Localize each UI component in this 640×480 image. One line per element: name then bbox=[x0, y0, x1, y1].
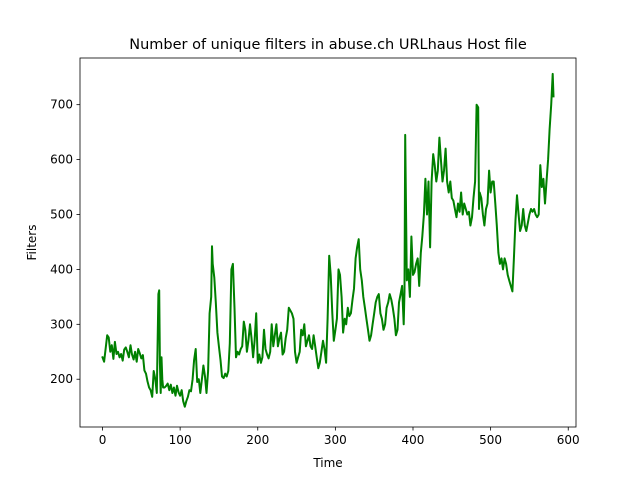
x-tick-label: 100 bbox=[169, 433, 192, 447]
x-tick-label: 300 bbox=[324, 433, 347, 447]
x-tick-label: 600 bbox=[557, 433, 580, 447]
series-line bbox=[101, 72, 555, 408]
y-tick-label: 600 bbox=[50, 153, 73, 167]
y-tick-label: 300 bbox=[50, 317, 73, 331]
x-axis-ticks: 0 100 200 300 400 500 600 bbox=[99, 427, 580, 447]
y-tick-label: 500 bbox=[50, 207, 73, 221]
x-tick-label: 500 bbox=[479, 433, 502, 447]
y-tick-label: 200 bbox=[50, 372, 73, 386]
y-axis-label: Filters bbox=[25, 225, 39, 261]
chart-title: Number of unique filters in abuse.ch URL… bbox=[129, 37, 527, 53]
y-tick-label: 400 bbox=[50, 262, 73, 276]
x-axis-label: Time bbox=[312, 456, 342, 470]
x-tick-label: 400 bbox=[402, 433, 425, 447]
axes-frame bbox=[79, 57, 577, 428]
y-tick-label: 700 bbox=[50, 98, 73, 112]
x-tick-label: 0 bbox=[99, 433, 107, 447]
x-tick-label: 200 bbox=[246, 433, 269, 447]
y-axis-ticks: 200 300 400 500 600 700 bbox=[50, 98, 80, 386]
